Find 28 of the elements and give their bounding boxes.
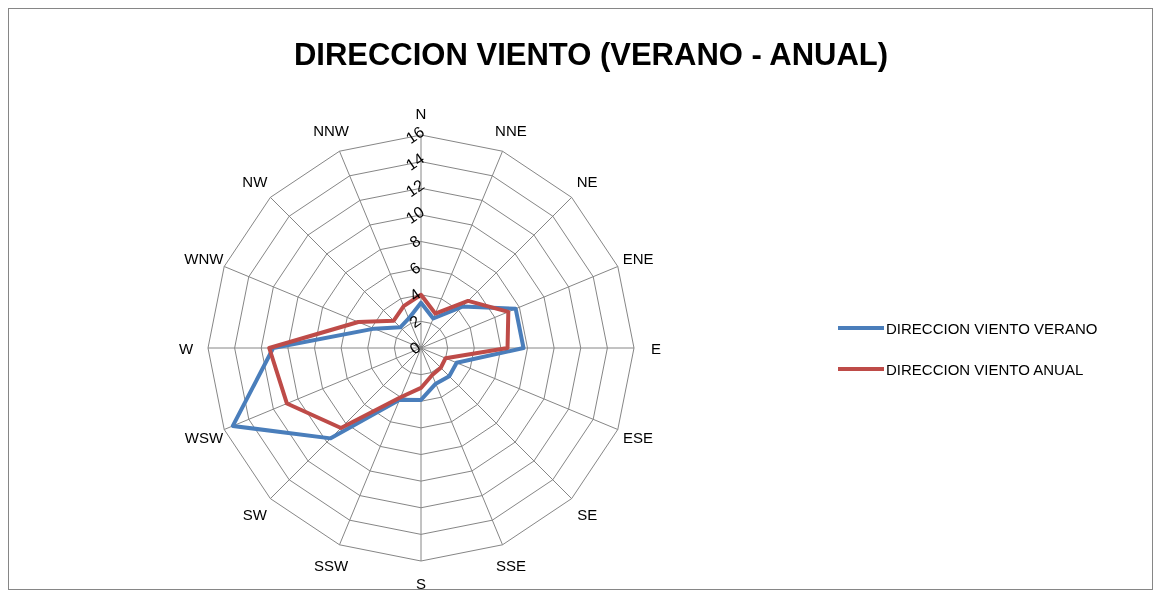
spoke-label: SSE [495, 556, 526, 574]
legend-label: DIRECCION VIENTO ANUAL [886, 360, 1084, 378]
spoke-label: WNW [184, 249, 225, 267]
spoke-label: ENE [622, 249, 654, 267]
y-tick-label: 16 [402, 122, 428, 148]
legend-label: DIRECCION VIENTO VERANO [886, 319, 1098, 337]
chart-title: DIRECCION VIENTO (VERANO - ANUAL) [293, 37, 889, 72]
y-tick-label: 0 [406, 338, 424, 358]
y-tick-label: 8 [406, 231, 424, 252]
spoke-label: E [650, 339, 662, 357]
spoke-label: NE [576, 173, 598, 191]
spoke-label: SSW [313, 556, 349, 574]
y-tick-label: 12 [402, 176, 428, 201]
spoke-label: SW [242, 505, 268, 523]
spoke-label: S [415, 574, 427, 590]
spoke-label: NW [242, 173, 269, 191]
y-tick-label: 6 [406, 258, 424, 278]
spoke-label: NNE [495, 122, 527, 140]
spoke-label: N [415, 104, 427, 122]
y-tick-label: 4 [406, 285, 424, 305]
spoke-label: WSW [184, 429, 224, 447]
spoke-label: NNW [313, 122, 350, 140]
y-tick-label: 14 [402, 149, 428, 174]
y-tick-label: 10 [402, 202, 428, 227]
spoke-label: W [178, 339, 194, 357]
y-tick-label: 2 [406, 311, 424, 331]
spoke-label: SE [577, 505, 598, 523]
spoke-label: ESE [623, 429, 654, 447]
